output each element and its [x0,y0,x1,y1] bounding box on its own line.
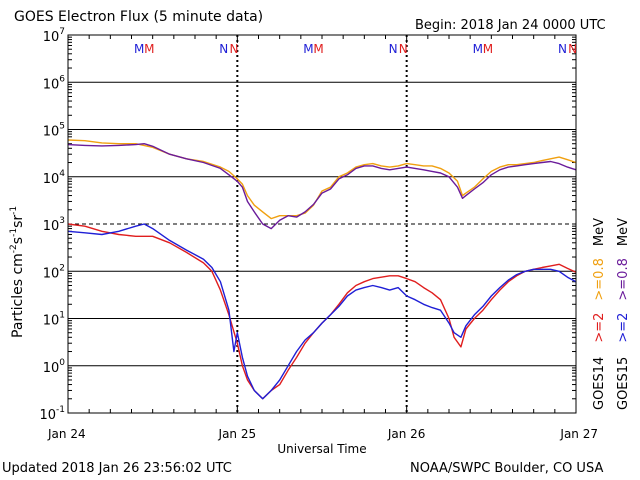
y-tick-label: 103 [43,216,65,234]
marker-label: M [144,42,154,56]
marker-label: N [219,42,228,56]
begin-time: Begin: 2018 Jan 24 0000 UTC [415,18,606,33]
plot-frame [67,34,577,414]
y-axis-label: Particles cm-2s-1sr-1 [9,206,26,338]
series-line-1 [67,139,577,220]
marker-label: N [399,42,408,56]
grid-lines [68,36,576,400]
series-line-3 [67,223,577,400]
marker-label: N [229,42,238,56]
legend-entry: >=0.8 [592,258,607,300]
credit: NOAA/SWPC Boulder, CO USA [410,461,604,476]
x-tick-label: Jan 26 [387,427,426,441]
legend: GOES14 >=2 >=0.8 MeV GOES15 >=2 >=0.8 MeV [592,218,631,410]
y-tick-label: 101 [43,311,65,329]
y-tick-label: 107 [43,27,65,45]
marker-label: M [134,42,144,56]
y-tick-label: 100 [43,358,66,376]
legend-satellite: GOES15 [616,357,631,410]
chart-title: GOES Electron Flux (5 minute data) [14,9,264,25]
marker-label: M [313,42,323,56]
updated-time: Updated 2018 Jan 26 23:56:02 UTC [2,461,232,476]
y-tick-label: 102 [43,263,65,281]
marker-label: N [568,42,577,56]
legend-satellite: GOES14 [592,357,607,410]
legend-entry: >=2 [616,313,631,343]
y-tick-labels: 10-1 100 101 102 103 104 105 106 107 [39,27,65,423]
marker-label: N [558,42,567,56]
y-tick-label: 106 [43,74,66,92]
legend-entry: MeV [592,218,607,246]
x-tick-label: Jan 24 [47,427,86,441]
series-line-4 [67,223,577,400]
marker-label: N [389,42,398,56]
marker-label: M [303,42,313,56]
series-line-2 [67,142,577,230]
marker-label: M [483,42,493,56]
legend-entry: >=2 [592,313,607,343]
legend-column: GOES14 >=2 >=0.8 MeV [592,218,607,410]
marker-label: M [473,42,483,56]
legend-entry: >=0.8 [616,258,631,300]
x-tick-label: Jan 27 [559,427,598,441]
series-layer [67,139,577,400]
y-tick-label: 10-1 [39,405,65,423]
legend-column: GOES15 >=2 >=0.8 MeV [616,218,631,410]
y-tick-label: 104 [43,169,66,187]
x-tick-label: Jan 25 [218,427,257,441]
x-tick-labels: Jan 24 Jan 25 Jan 26 Jan 27 [47,427,598,441]
y-tick-label: 105 [43,122,65,140]
x-axis-label: Universal Time [277,442,366,456]
legend-entry: MeV [616,218,631,246]
